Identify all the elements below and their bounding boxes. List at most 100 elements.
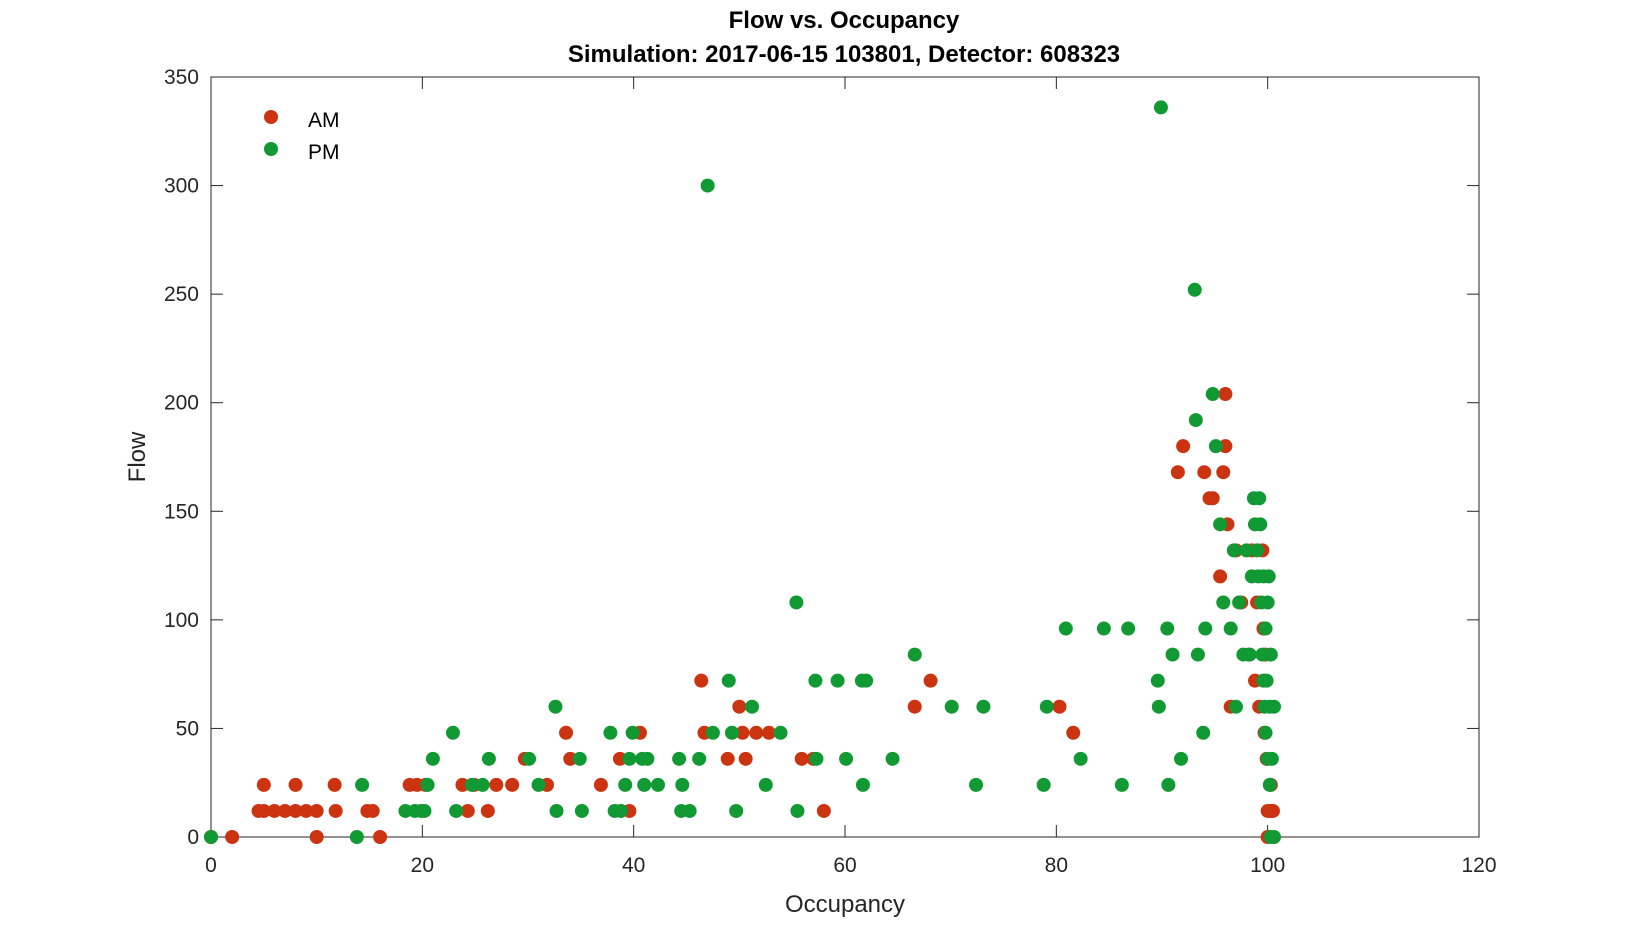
data-point-pm <box>355 778 369 792</box>
data-point-pm <box>1196 726 1210 740</box>
legend-pm-marker <box>264 142 278 156</box>
data-point-pm <box>1261 595 1275 609</box>
data-point-am <box>694 674 708 688</box>
y-tick-label: 0 <box>187 826 199 849</box>
data-point-am <box>1053 700 1067 714</box>
data-point-am <box>289 778 303 792</box>
data-point-am <box>739 752 753 766</box>
data-point-am <box>1206 491 1220 505</box>
data-point-pm <box>1229 700 1243 714</box>
data-point-pm <box>1188 283 1202 297</box>
data-point-pm <box>1216 595 1230 609</box>
data-point-pm <box>701 179 715 193</box>
data-point-am <box>489 778 503 792</box>
data-point-pm <box>1264 648 1278 662</box>
data-point-am <box>505 778 519 792</box>
data-point-am <box>594 778 608 792</box>
data-point-pm <box>204 830 218 844</box>
data-point-am <box>310 804 324 818</box>
x-tick-label: 0 <box>205 854 217 877</box>
data-point-pm <box>1191 648 1205 662</box>
data-point-pm <box>573 752 587 766</box>
data-point-am <box>817 804 831 818</box>
data-point-pm <box>417 804 431 818</box>
data-point-am <box>721 752 735 766</box>
data-point-pm <box>640 752 654 766</box>
data-point-pm <box>672 752 686 766</box>
data-point-pm <box>809 752 823 766</box>
x-tick-label: 60 <box>833 854 856 877</box>
data-point-pm <box>1037 778 1051 792</box>
data-point-am <box>1218 387 1232 401</box>
data-point-am <box>1171 465 1185 479</box>
data-point-am <box>310 830 324 844</box>
data-point-pm <box>532 778 546 792</box>
y-tick-label: 200 <box>164 392 199 415</box>
data-point-pm <box>1265 752 1279 766</box>
data-point-pm <box>745 700 759 714</box>
data-point-pm <box>1232 595 1246 609</box>
data-point-pm <box>839 752 853 766</box>
data-point-pm <box>548 700 562 714</box>
data-point-pm <box>1115 778 1129 792</box>
data-point-pm <box>859 674 873 688</box>
data-point-pm <box>1263 778 1277 792</box>
data-point-am <box>749 726 763 740</box>
data-point-am <box>481 804 495 818</box>
data-point-pm <box>1259 726 1273 740</box>
data-point-am <box>329 804 343 818</box>
data-point-am <box>908 700 922 714</box>
data-point-pm <box>1151 674 1165 688</box>
data-point-pm <box>446 726 460 740</box>
data-point-pm <box>1250 543 1264 557</box>
data-point-pm <box>725 726 739 740</box>
data-point-pm <box>1160 622 1174 636</box>
data-point-pm <box>722 674 736 688</box>
data-point-pm <box>1206 387 1220 401</box>
data-point-pm <box>1121 622 1135 636</box>
data-point-pm <box>618 778 632 792</box>
data-point-pm <box>759 778 773 792</box>
data-point-am <box>366 804 380 818</box>
y-tick-label: 150 <box>164 500 199 523</box>
data-point-pm <box>550 804 564 818</box>
data-point-am <box>1266 804 1280 818</box>
data-point-pm <box>831 674 845 688</box>
data-point-pm <box>945 700 959 714</box>
data-point-pm <box>350 830 364 844</box>
y-axis-label: Flow <box>124 431 151 482</box>
x-tick-label: 80 <box>1045 854 1068 877</box>
x-tick-label: 20 <box>411 854 434 877</box>
data-point-pm <box>421 778 435 792</box>
data-point-pm <box>1267 830 1281 844</box>
data-point-pm <box>1252 491 1266 505</box>
data-point-pm <box>626 726 640 740</box>
data-point-am <box>924 674 938 688</box>
data-point-pm <box>886 752 900 766</box>
data-point-am <box>1176 439 1190 453</box>
x-tick-label: 120 <box>1461 854 1496 877</box>
data-point-am <box>328 778 342 792</box>
data-point-pm <box>808 674 822 688</box>
data-point-pm <box>1259 622 1273 636</box>
data-point-am <box>1066 726 1080 740</box>
x-tick-label: 100 <box>1250 854 1285 877</box>
data-point-am <box>257 778 271 792</box>
data-point-pm <box>1152 700 1166 714</box>
data-point-pm <box>1198 622 1212 636</box>
y-tick-label: 50 <box>176 717 199 740</box>
data-point-pm <box>476 778 490 792</box>
data-point-pm <box>622 752 636 766</box>
data-point-pm <box>675 778 689 792</box>
legend-am-label: AM <box>308 109 340 132</box>
data-point-pm <box>1161 778 1175 792</box>
x-axis-label: Occupancy <box>785 891 905 918</box>
legend-am-marker <box>264 110 278 124</box>
data-point-pm <box>1209 439 1223 453</box>
data-point-pm <box>1262 569 1276 583</box>
data-point-pm <box>1154 100 1168 114</box>
data-point-pm <box>1224 622 1238 636</box>
data-point-pm <box>575 804 589 818</box>
